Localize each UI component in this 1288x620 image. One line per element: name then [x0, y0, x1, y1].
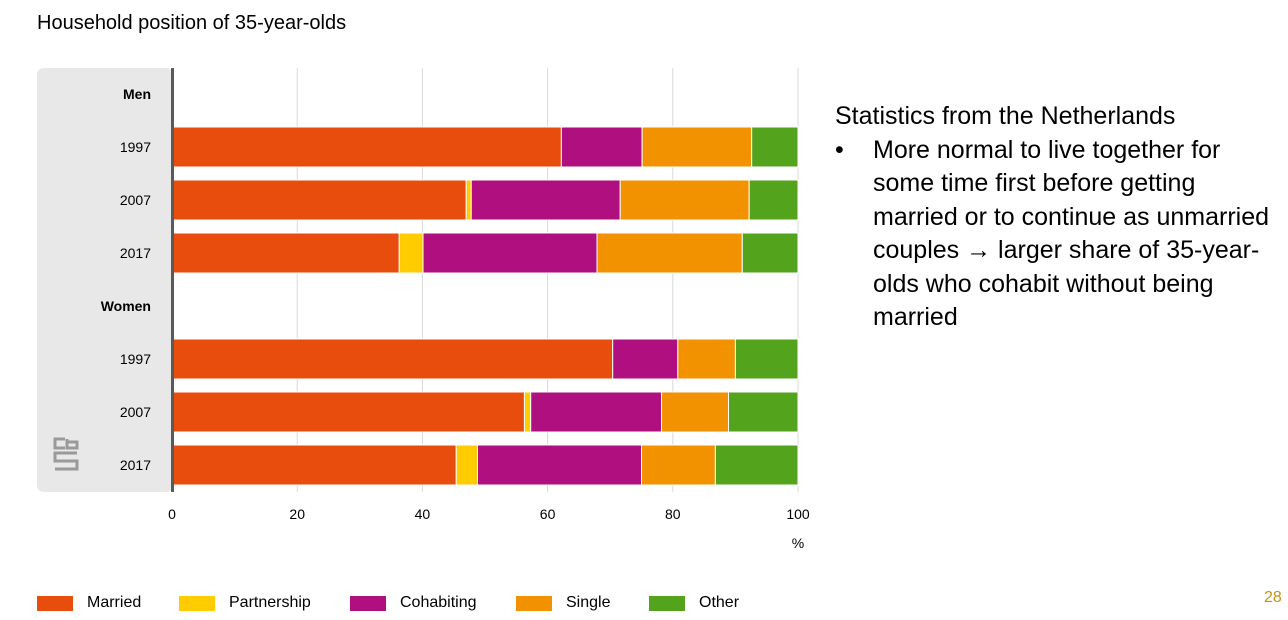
notes-list: More normal to live together for some ti… [835, 134, 1275, 335]
bar-segment-married [171, 232, 400, 274]
bar-segment-single [641, 444, 716, 486]
bar-segment-other [734, 338, 799, 380]
legend-swatch [350, 595, 386, 611]
bars [171, 126, 799, 486]
bar-segment-single [619, 179, 750, 221]
bar-segment-other [751, 126, 799, 168]
notes-panel: Statistics from the Netherlands More nor… [835, 100, 1275, 335]
bar-segment-partnership [523, 391, 532, 433]
legend-item-cohabiting: Cohabiting [350, 594, 516, 612]
category-label: 2017 [120, 457, 151, 473]
bar-segment-other [728, 391, 799, 433]
cbs-logo-icon [53, 437, 79, 471]
category-panel [37, 68, 173, 492]
bar-segment-single [596, 232, 743, 274]
bar-segment-cohabiting [560, 126, 643, 168]
x-tick-label: 20 [289, 506, 305, 522]
group-label: Women [101, 298, 151, 314]
category-label: 2007 [120, 192, 151, 208]
stacked-bar-chart: 0 20 40 60 80 100% Men 1997 2007 2017 Women 1997 200… [37, 68, 810, 551]
bar-segment-cohabiting [476, 444, 642, 486]
legend-swatch [37, 595, 73, 611]
notes-bullet: More normal to live together for some ti… [835, 134, 1275, 335]
legend-label: Single [566, 594, 611, 611]
legend-item-partnership: Partnership [179, 594, 350, 612]
legend-swatch [179, 595, 215, 611]
legend-swatch [516, 595, 552, 611]
bar-segment-other [741, 232, 799, 274]
bar-segment-married [171, 179, 467, 221]
page-number: 28 [1264, 589, 1282, 606]
legend-item-married: Married [37, 594, 179, 612]
bar-segment-single [677, 338, 736, 380]
bar-segment-single [641, 126, 753, 168]
bar-segment-cohabiting [530, 391, 663, 433]
notes-heading: Statistics from the Netherlands [835, 102, 1176, 130]
category-label: 2007 [120, 404, 151, 420]
group-label: Men [123, 86, 151, 102]
x-tick-label: 100 [786, 506, 810, 522]
legend-swatch [649, 595, 685, 611]
legend-label: Other [699, 594, 740, 611]
category-label: 1997 [120, 139, 151, 155]
legend-label: Married [87, 594, 142, 611]
category-label: 1997 [120, 351, 151, 367]
legend-label: Partnership [229, 594, 311, 611]
x-axis-unit-label: % [792, 535, 804, 551]
legend-item-other: Other [649, 594, 739, 612]
x-tick-label: 0 [168, 506, 176, 522]
legend-label: Cohabiting [400, 594, 477, 611]
bar-segment-married [171, 391, 525, 433]
bar-segment-married [171, 338, 614, 380]
axis-labels: 0 20 40 60 80 100% Men 1997 2007 2017 Women 1997 200… [101, 86, 810, 551]
bar-segment-cohabiting [612, 338, 679, 380]
category-label: 2017 [120, 245, 151, 261]
bar-segment-married [171, 444, 457, 486]
bar-segment-partnership [455, 444, 478, 486]
chart-title: Household position of 35-year-olds [37, 12, 347, 34]
bar-segment-cohabiting [422, 232, 598, 274]
chart-legend: Married Partnership Cohabiting Single Other [37, 594, 739, 612]
x-tick-label: 40 [415, 506, 431, 522]
bar-segment-cohabiting [470, 179, 621, 221]
x-tick-label: 80 [665, 506, 681, 522]
x-tick-label: 60 [540, 506, 556, 522]
bar-segment-married [171, 126, 562, 168]
bar-segment-partnership [465, 179, 472, 221]
bar-segment-other [714, 444, 799, 486]
bar-segment-other [748, 179, 799, 221]
legend-item-single: Single [516, 594, 649, 612]
bar-segment-single [661, 391, 730, 433]
bar-segment-partnership [398, 232, 424, 274]
